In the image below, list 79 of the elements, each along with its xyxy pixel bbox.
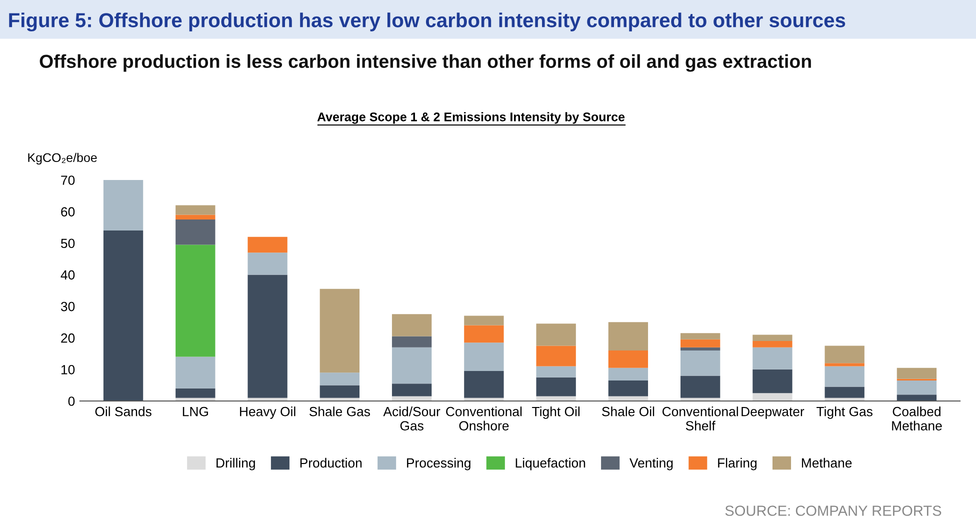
legend-label: Processing [407,458,470,470]
bar [752,369,792,394]
bar [536,346,576,366]
bar [464,325,504,343]
bar [248,274,288,398]
bar [176,219,216,245]
bar [824,386,864,398]
bar [896,394,937,401]
bar [176,356,216,388]
x-tick-label: Conventional Onshore [446,406,522,430]
bar [752,393,792,401]
x-tick-label: Shale Oil [602,406,654,416]
x-tick-label: Deepwater [742,407,804,419]
legend-label: Flaring [718,458,757,470]
bar [392,314,432,336]
chart-subtitle: Offshore production is less carbon intensive than other forms of oil and gas extraction [40,54,811,72]
bar [752,341,792,348]
bar [103,230,144,401]
y-tick-label: 50 [60,238,75,248]
bar [392,347,432,384]
bar [896,380,937,395]
x-tick-label: Tight Gas [816,406,872,419]
bar [176,205,216,215]
bar [320,288,360,373]
bar [464,316,504,326]
x-tick-label: LNG [182,406,208,416]
x-tick-label: Tight Oil [532,406,580,419]
legend-label: Methane [802,458,852,468]
bar [248,236,288,253]
bar [608,368,648,380]
x-tick-label: Acid/Sour Gas [383,406,440,430]
bar [464,371,504,398]
chart-title: Figure 5: Offshore production has very low carbon intensity compared to other sources [9,12,846,32]
bar [824,346,864,364]
x-tick-label: Shale Gas [309,406,370,416]
bar [608,322,648,350]
bar [896,368,937,379]
y-tick-label: 60 [61,207,75,216]
y-tick-label: 0 [68,396,75,406]
legend-label: Production [300,458,362,468]
y-tick-label: 20 [61,333,75,343]
bar [464,342,504,372]
bar [248,252,288,275]
bar [824,366,864,387]
bar [320,385,360,398]
bar [680,333,720,340]
bar [680,339,720,348]
bar [752,334,792,342]
y-tick-label: 10 [61,364,75,374]
x-tick-label: Coalbed Methane [892,406,942,430]
bar [103,180,144,231]
legend-label: Venting [630,458,673,470]
y-tick-label: 70 [61,176,75,185]
bar [680,347,720,350]
bar [392,336,432,348]
x-tick-label: Heavy Oil [240,406,296,419]
bar [536,366,576,378]
bar [392,384,432,396]
bar [680,350,720,376]
bar [536,377,576,396]
bar [320,372,360,386]
bar [608,380,648,396]
x-tick-label: Conventional Shelf [662,406,738,430]
bar [176,244,216,357]
y-tick-label: 30 [60,302,75,312]
bar [680,376,720,398]
x-tick-label: Oil Sands [95,406,152,416]
bar [176,388,216,398]
bar [752,347,792,370]
bar [824,363,864,366]
source-note: SOURCE: COMPANY REPORTS [725,506,942,516]
bar [536,324,576,346]
text: Average Scope 1 & 2 Emissions Intensity by Source [317,112,625,124]
y-tick-label: 40 [60,270,75,280]
legend-label: Drilling [216,458,255,470]
y-axis-title: KgCO₂e/boe [28,152,97,165]
bar [176,214,216,220]
legend-label: Liquefaction [516,458,586,470]
bar [608,350,648,368]
